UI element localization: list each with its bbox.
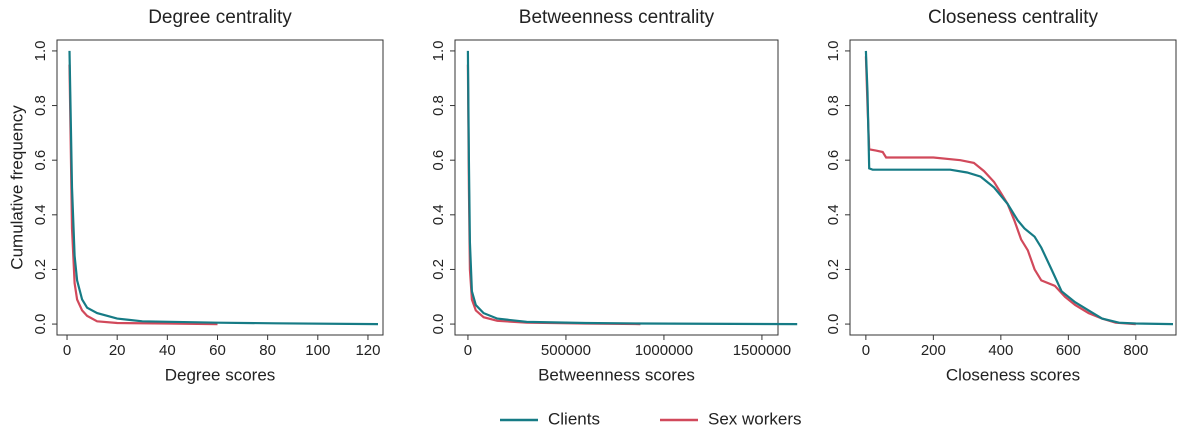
y-tick-label: 0.6: [32, 150, 49, 171]
series-line: [68, 64, 218, 326]
x-axis-label: Betweenness scores: [538, 365, 695, 384]
series-line: [68, 50, 379, 326]
y-tick-label: 1.0: [430, 40, 447, 61]
plot-frame: [56, 39, 384, 336]
y-tick-label: 0.2: [825, 259, 842, 280]
x-tick-label: 1000000: [635, 342, 693, 359]
y-tick-label: 0.6: [825, 150, 842, 171]
plot-frame: [849, 39, 1177, 336]
x-tick-label: 120: [355, 342, 380, 359]
x-tick-label: 0: [464, 342, 472, 359]
y-tick-label: 0.2: [32, 259, 49, 280]
x-tick-label: 40: [159, 342, 176, 359]
x-tick-label: 500000: [541, 342, 591, 359]
series-line: [864, 56, 1136, 326]
series-line: [466, 50, 798, 326]
x-tick-label: 100: [305, 342, 330, 359]
x-tick-label: 0: [862, 342, 870, 359]
y-axis-label: Cumulative frequency: [7, 105, 26, 270]
x-tick-label: 60: [209, 342, 226, 359]
y-tick-label: 0.6: [430, 150, 447, 171]
legend-label: Sex workers: [708, 409, 802, 428]
series-line: [466, 64, 641, 326]
x-axis-label: Closeness scores: [946, 365, 1080, 384]
x-tick-label: 80: [259, 342, 276, 359]
series-line: [864, 50, 1174, 326]
x-axis-label: Degree scores: [165, 365, 276, 384]
y-tick-label: 0.4: [32, 204, 49, 225]
y-tick-label: 0.4: [825, 204, 842, 225]
x-tick-label: 800: [1123, 342, 1148, 359]
y-tick-label: 0.2: [430, 259, 447, 280]
plot-frame: [454, 39, 779, 336]
chart-title: Betweenness centrality: [519, 7, 715, 28]
x-tick-label: 600: [1056, 342, 1081, 359]
legend-label: Clients: [548, 409, 600, 428]
y-tick-label: 0.8: [32, 95, 49, 116]
y-tick-label: 0.0: [825, 314, 842, 335]
x-tick-label: 200: [921, 342, 946, 359]
y-tick-label: 0.8: [430, 95, 447, 116]
x-tick-label: 0: [63, 342, 71, 359]
x-tick-label: 1500000: [733, 342, 791, 359]
x-tick-label: 400: [988, 342, 1013, 359]
chart-title: Degree centrality: [148, 7, 292, 28]
y-tick-label: 0.4: [430, 204, 447, 225]
y-tick-label: 1.0: [32, 40, 49, 61]
chart-title: Closeness centrality: [928, 7, 1099, 28]
y-tick-label: 1.0: [825, 40, 842, 61]
x-tick-label: 20: [109, 342, 126, 359]
y-tick-label: 0.0: [32, 314, 49, 335]
y-tick-label: 0.0: [430, 314, 447, 335]
y-tick-label: 0.8: [825, 95, 842, 116]
